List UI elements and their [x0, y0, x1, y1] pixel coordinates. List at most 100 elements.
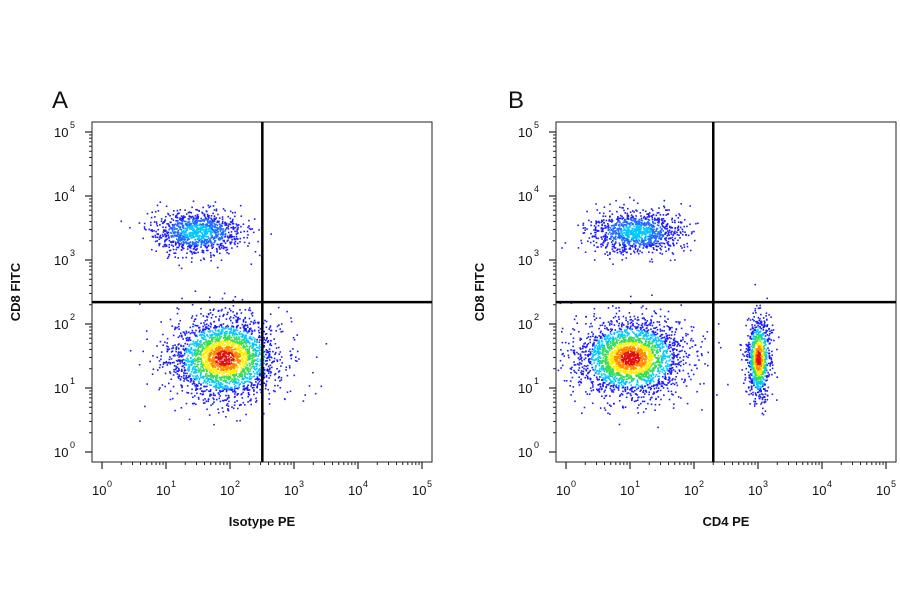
event-dot	[174, 231, 177, 233]
event-dot	[245, 340, 247, 342]
event-dot	[256, 338, 258, 341]
event-dot	[701, 409, 703, 411]
event-dot	[247, 355, 249, 357]
event-dot	[590, 389, 593, 392]
event-dot	[188, 366, 191, 369]
event-dot	[235, 357, 238, 359]
event-dot	[197, 325, 199, 327]
event-dot	[586, 393, 589, 395]
event-dot	[195, 335, 197, 337]
event-dot	[599, 370, 602, 373]
event-dot	[665, 362, 667, 364]
event-dot	[162, 235, 164, 237]
event-dot	[179, 243, 181, 245]
event-dot	[227, 378, 230, 381]
event-dot	[171, 362, 174, 364]
event-dot	[704, 337, 706, 340]
event-dot	[216, 221, 218, 223]
event-dot	[181, 336, 183, 338]
event-dot	[599, 347, 601, 349]
event-dot	[629, 393, 632, 395]
event-dot	[195, 230, 197, 232]
event-dot	[268, 356, 270, 359]
event-dot	[225, 357, 228, 360]
event-dot	[179, 360, 181, 363]
event-dot	[183, 380, 185, 382]
event-dot	[181, 368, 183, 371]
event-dot	[298, 358, 300, 360]
event-dot	[200, 341, 202, 344]
event-dot	[607, 384, 610, 386]
event-dot	[256, 363, 259, 366]
event-dot	[675, 321, 677, 323]
event-dot	[252, 364, 254, 366]
event-dot	[204, 224, 207, 226]
event-dot	[585, 374, 588, 377]
event-dot	[619, 334, 622, 336]
event-dot	[157, 233, 160, 235]
event-dot	[654, 311, 657, 314]
event-dot	[240, 231, 242, 233]
event-dot	[218, 315, 221, 318]
event-dot	[267, 340, 270, 342]
event-dot	[216, 379, 218, 382]
event-dot	[587, 333, 590, 335]
event-dot	[600, 376, 602, 378]
event-dot	[192, 226, 194, 229]
event-dot	[249, 354, 251, 357]
event-dot	[599, 337, 602, 339]
event-dot	[172, 385, 175, 388]
event-dot	[243, 328, 246, 330]
event-dot	[181, 385, 183, 387]
event-dot	[583, 343, 585, 345]
event-dot	[152, 236, 155, 238]
event-dot	[204, 230, 207, 233]
event-dot	[206, 342, 208, 344]
event-dot	[613, 388, 616, 391]
event-dot	[595, 357, 598, 360]
event-dot	[583, 358, 586, 361]
event-dot	[700, 346, 702, 348]
event-dot	[602, 322, 605, 324]
event-dot	[673, 344, 675, 347]
event-dot	[251, 357, 254, 360]
event-dot	[195, 371, 198, 374]
event-dot	[228, 317, 231, 320]
event-dot	[200, 373, 202, 376]
event-dot	[183, 370, 186, 372]
event-dot	[201, 237, 203, 239]
event-dot	[219, 230, 222, 232]
event-dot	[241, 378, 243, 381]
event-dot	[237, 381, 240, 384]
event-dot	[263, 355, 265, 358]
event-dot	[640, 396, 643, 399]
event-dot	[199, 223, 201, 226]
event-dot	[670, 383, 672, 386]
event-dot	[183, 241, 186, 244]
event-dot	[182, 354, 185, 357]
event-dot	[189, 350, 191, 353]
event-dot	[226, 333, 228, 335]
event-dot	[206, 383, 209, 385]
event-dot	[221, 216, 224, 218]
event-dot	[239, 373, 242, 376]
event-dot	[195, 252, 197, 254]
event-dot	[191, 206, 193, 209]
event-dot	[676, 341, 679, 343]
event-dot	[221, 374, 223, 376]
event-dot	[195, 359, 198, 362]
event-dot	[234, 401, 236, 404]
event-dot	[706, 331, 709, 333]
event-dot	[226, 313, 228, 316]
event-dot	[661, 347, 663, 349]
event-dot	[593, 362, 596, 364]
event-dot	[275, 347, 278, 349]
event-dot	[192, 358, 194, 361]
event-dot	[674, 363, 676, 366]
event-dot	[661, 342, 664, 344]
event-dot	[190, 244, 193, 247]
event-dot	[200, 363, 203, 365]
event-dot	[678, 364, 680, 366]
event-dot	[676, 349, 678, 352]
event-dot	[235, 321, 238, 324]
